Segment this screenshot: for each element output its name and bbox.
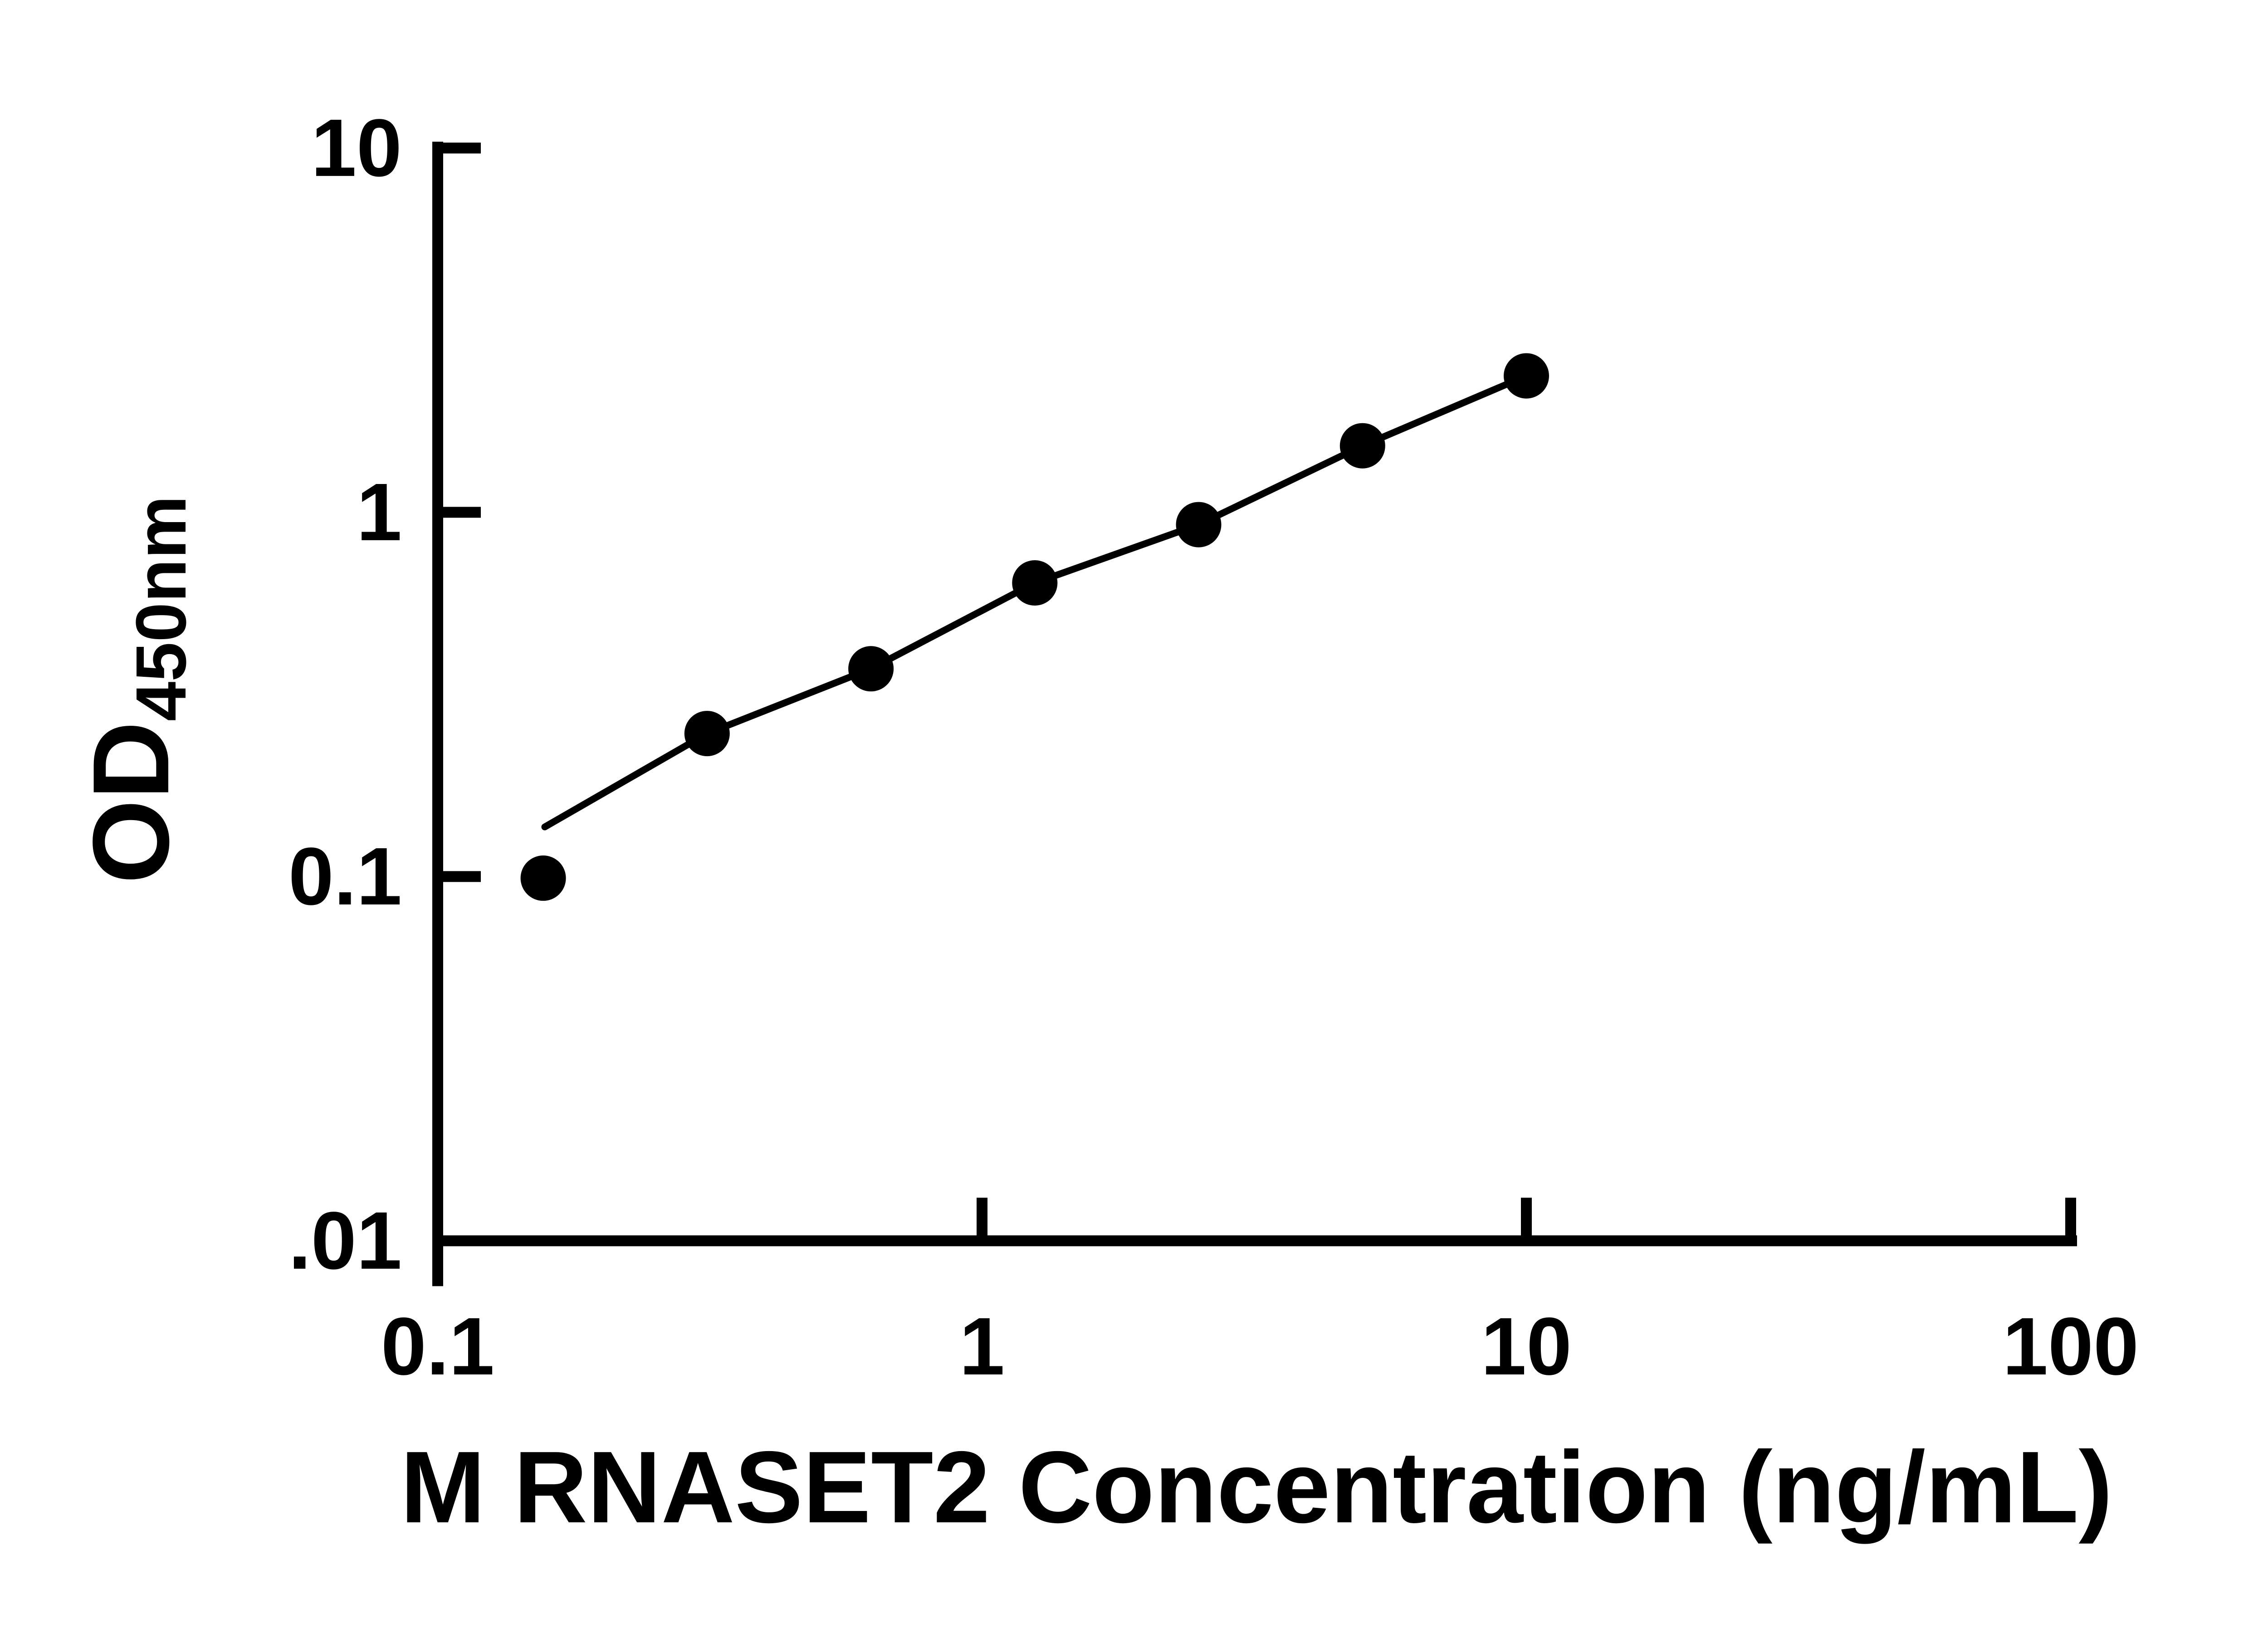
svg-text:1: 1 bbox=[959, 1301, 1005, 1392]
svg-text:10: 10 bbox=[311, 103, 402, 194]
svg-text:0.1: 0.1 bbox=[288, 831, 402, 922]
svg-text:0.1: 0.1 bbox=[381, 1301, 494, 1392]
svg-text:100: 100 bbox=[2003, 1301, 2139, 1392]
svg-text:M RNASET2 Concentration (ng/mL: M RNASET2 Concentration (ng/mL) bbox=[401, 1430, 2113, 1544]
svg-text:.01: .01 bbox=[288, 1195, 402, 1286]
svg-text:10: 10 bbox=[1481, 1301, 1572, 1392]
svg-text:1: 1 bbox=[357, 467, 402, 558]
